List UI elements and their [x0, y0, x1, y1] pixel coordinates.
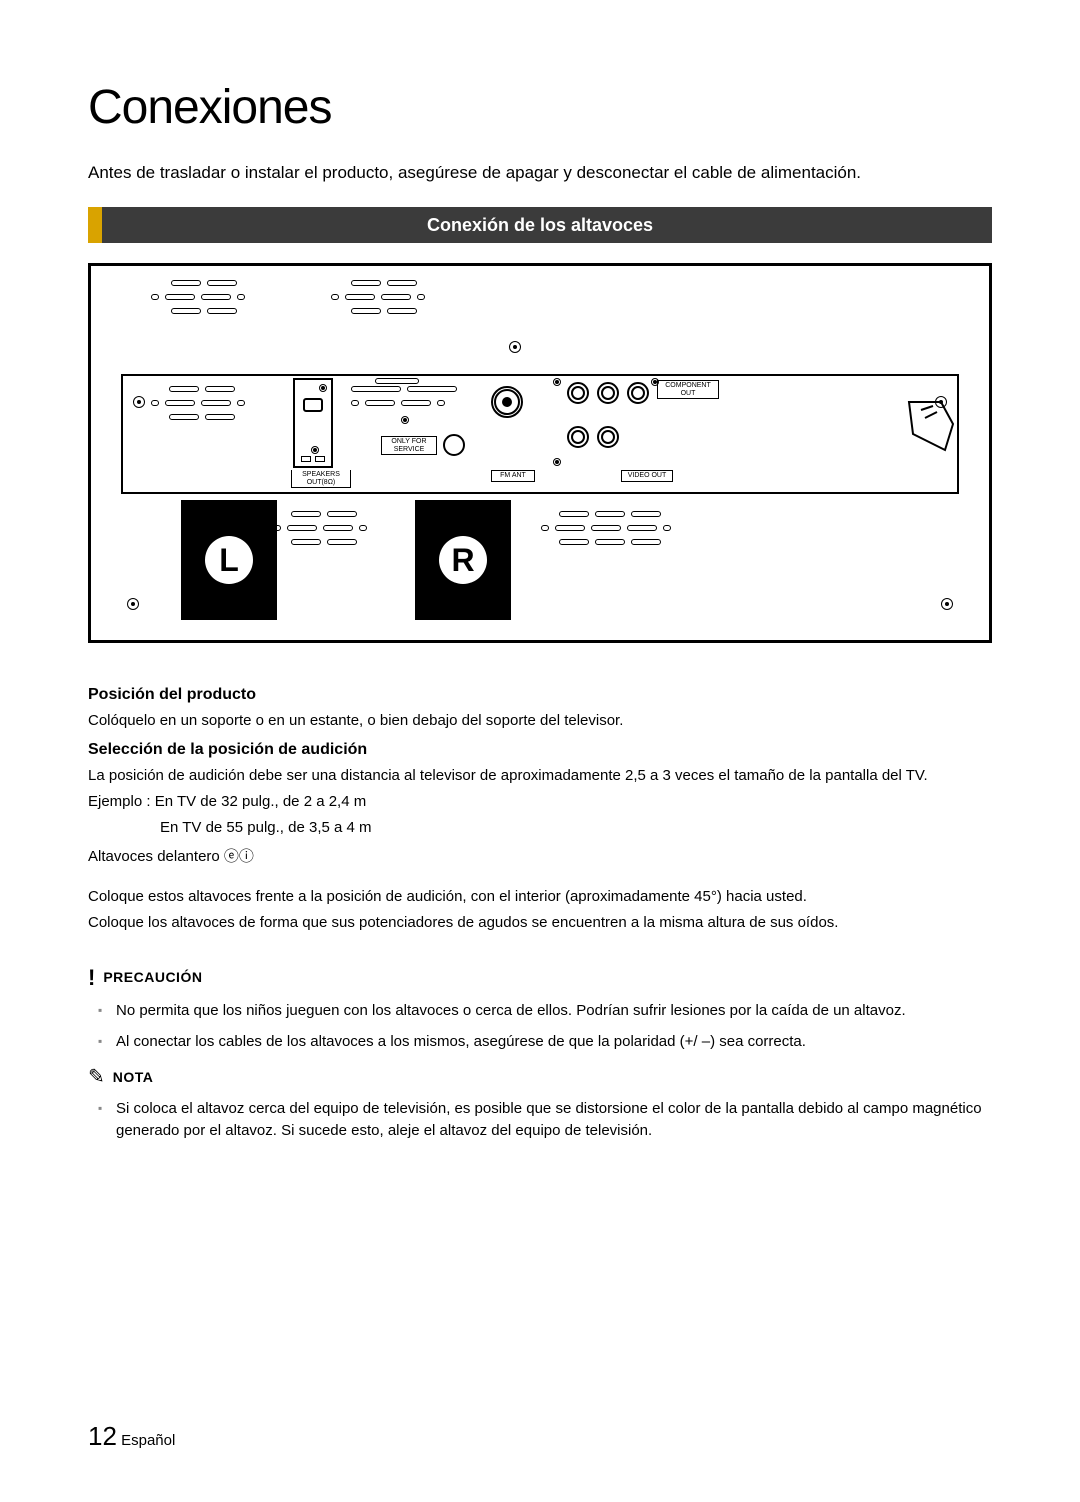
- section-banner: Conexión de los altavoces: [88, 207, 992, 243]
- nota-list: Si coloca el altavoz cerca del equipo de…: [88, 1098, 992, 1142]
- page-footer: 12 Español: [88, 1421, 175, 1452]
- section3-body1: Coloque estos altavoces frente a la posi…: [88, 886, 992, 908]
- nota-item: Si coloca el altavoz cerca del equipo de…: [116, 1098, 992, 1142]
- label-video-out: VIDEO OUT: [621, 470, 673, 482]
- banner-text: Conexión de los altavoces: [427, 215, 653, 236]
- speaker-right-label: R: [439, 536, 487, 584]
- precaucion-item: Al conectar los cables de los altavoces …: [116, 1031, 992, 1053]
- section2-body2: Ejemplo : En TV de 32 pulg., de 2 a 2,4 …: [88, 791, 992, 813]
- section2-body1: La posición de audición debe ser una dis…: [88, 765, 992, 787]
- section2-heading: Selección de la posición de audición: [88, 738, 992, 761]
- warning-label: PRECAUCIÓN: [103, 967, 202, 987]
- label-speakers-out: SPEAKERS OUT(8Ω): [291, 470, 351, 488]
- section1-body: Colóquelo en un soporte o en un estante,…: [88, 710, 992, 732]
- intro-text: Antes de trasladar o instalar el product…: [88, 163, 992, 183]
- label-fm-ant: FM ANT: [491, 470, 535, 482]
- note-label: NOTA: [113, 1067, 154, 1087]
- body-content: Posición del producto Colóquelo en un so…: [88, 683, 992, 1142]
- speaker-left: L: [181, 500, 277, 620]
- power-plug-icon: [903, 396, 959, 456]
- speaker-right: R: [415, 500, 511, 620]
- precaucion-item: No permita que los niños jueguen con los…: [116, 1000, 992, 1022]
- page-number: 12: [88, 1421, 117, 1451]
- label-component-out: COMPONENT OUT: [657, 380, 719, 399]
- section3-heading: Altavoces delantero: [88, 848, 220, 865]
- section3-body2: Coloque los altavoces de forma que sus p…: [88, 912, 992, 934]
- label-service: ONLY FOR SERVICE: [381, 436, 437, 455]
- page-title: Conexiones: [88, 80, 992, 135]
- precaucion-list: No permita que los niños jueguen con los…: [88, 1000, 992, 1054]
- warning-icon: !: [88, 962, 95, 994]
- front-speaker-icon: ⓔⓘ: [224, 848, 254, 865]
- rear-panel-diagram: ONLY FOR SERVICE SPEAKERS OUT(8Ω) FM ANT…: [88, 263, 992, 643]
- page-lang: Español: [121, 1432, 175, 1449]
- speaker-left-label: L: [205, 536, 253, 584]
- section1-heading: Posición del producto: [88, 683, 992, 706]
- note-icon: ✎: [88, 1063, 105, 1092]
- section2-body3: En TV de 55 pulg., de 3,5 a 4 m: [88, 817, 992, 839]
